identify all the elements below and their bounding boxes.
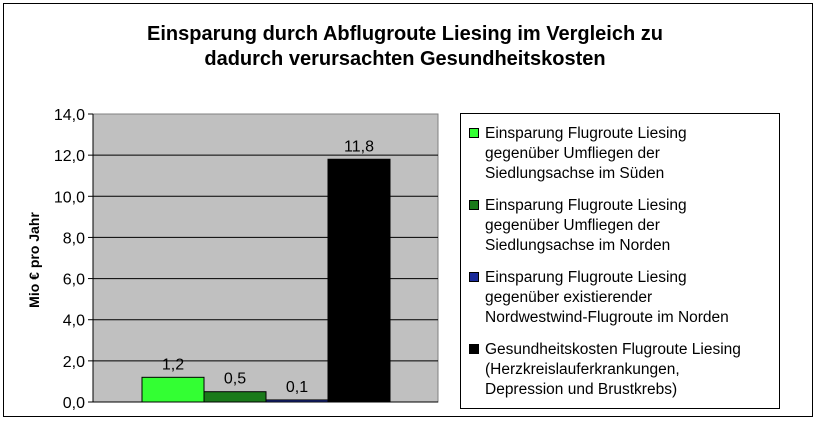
legend-swatch-2	[469, 200, 479, 210]
legend-label-1: Einsparung Flugroute Liesing gegenüber U…	[485, 125, 687, 182]
legend-swatch-3	[469, 272, 479, 282]
legend-label-4: Gesundheitskosten Flugroute Liesing (Her…	[485, 341, 741, 398]
bar-2	[203, 391, 267, 403]
legend: Einsparung Flugroute Liesing gegenüber U…	[460, 113, 780, 409]
y-tick-label: 2,0	[63, 354, 85, 371]
y-tick-label: 14,0	[54, 107, 85, 124]
bar-label-1: 1,2	[162, 356, 184, 373]
y-tick-label: 12,0	[54, 148, 85, 165]
y-tick-label: 0,0	[63, 395, 85, 412]
y-tick-label: 10,0	[54, 189, 85, 206]
y-tick-label: 4,0	[63, 313, 85, 330]
legend-swatch-1	[469, 128, 479, 138]
y-tick-label: 6,0	[63, 272, 85, 289]
bar-label-2: 0,5	[224, 371, 246, 388]
bar-1	[141, 376, 205, 403]
legend-swatch-4	[469, 344, 479, 354]
legend-label-2: Einsparung Flugroute Liesing gegenüber U…	[485, 197, 687, 254]
bar-3	[265, 399, 329, 403]
bar-label-3: 0,1	[286, 379, 308, 396]
chart-title: Einsparung durch Abflugroute Liesing im …	[147, 23, 663, 70]
bar-label-4: 11,8	[344, 138, 374, 155]
y-tick-label: 8,0	[63, 230, 85, 247]
bar-4	[327, 158, 391, 403]
legend-label-3: Einsparung Flugroute Liesing gegenüber e…	[485, 269, 729, 326]
